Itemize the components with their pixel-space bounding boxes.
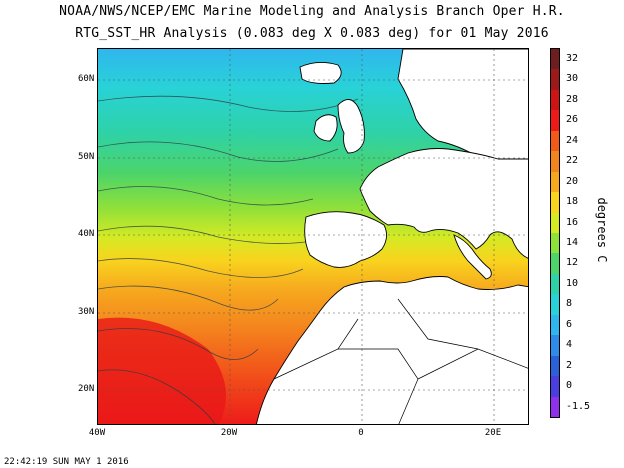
sst-map-canvas [98,49,528,424]
color-scale-label: 4 [566,339,573,351]
color-scale-label: 2 [566,359,573,371]
color-scale-segment [551,110,559,132]
color-scale-segment [551,233,559,254]
lon-label-0: 0 [358,428,364,438]
color-scale-segment [551,253,559,275]
lat-label-50n: 50N [78,152,95,162]
color-scale-segment [551,69,559,91]
lon-label-40w: 40W [88,428,106,438]
color-scale-segment [551,314,559,336]
land-masses [256,49,528,424]
color-scale-label: 30 [566,73,579,85]
timestamp: 22:42:19 SUN MAY 1 2016 [4,457,129,467]
graticule [98,49,528,424]
units-label: degrees C [595,197,609,263]
color-scale-segment [551,355,559,377]
lat-label-40n: 40N [78,229,95,239]
color-scale-segment [551,396,559,418]
land-great-britain [337,99,365,154]
color-scale-segment [551,192,559,214]
color-scale-label: 12 [566,257,579,269]
color-scale-label: 14 [566,237,579,248]
color-scale-label: 18 [566,196,579,208]
land-italy [453,234,492,280]
color-scale-label: 28 [566,93,579,105]
land-ireland [313,114,338,142]
title-line-2: RTG_SST_HR Analysis (0.083 deg X 0.083 d… [75,26,549,41]
land-iberia [304,211,387,268]
color-scale-segment [551,171,559,193]
lat-label-30n: 30N [78,307,95,317]
color-scale-label: 26 [566,114,579,126]
color-scale-label: 32 [566,53,579,64]
isotherm-contours [98,95,359,424]
color-scale-label: 24 [566,134,579,146]
color-scale-segment [551,130,559,152]
color-scale-segment [551,335,559,357]
lon-label-20w: 20W [220,428,238,438]
color-scale-label: -1.5 [566,400,591,412]
color-scale-segment [551,273,559,295]
color-scale-segment [551,212,559,234]
color-scale-segment [551,376,559,398]
country-borders [273,298,528,424]
color-scale-segment [551,151,559,173]
title-line-1: NOAA/NWS/NCEP/EMC Marine Modeling and An… [59,4,565,19]
sst-map [97,48,529,425]
color-scale-label: 0 [566,380,573,392]
color-scale-segment [551,89,559,111]
color-scale-label: 10 [566,277,579,289]
warm-core-region [98,317,226,424]
land-africa [256,276,528,424]
color-scale-segment [551,49,559,70]
color-scale-label: 16 [566,216,579,228]
color-scale-bar [550,48,560,418]
color-scale-label: 8 [566,298,573,310]
lat-label-60n: 60N [78,74,95,84]
land-iceland [299,62,342,84]
color-scale-label: 20 [566,175,579,187]
color-scale-segment [551,294,559,316]
lon-label-20e: 20E [484,428,502,438]
color-scale-label: 6 [566,318,573,330]
lat-label-20n: 20N [78,384,95,394]
color-scale-label: 22 [566,155,579,167]
